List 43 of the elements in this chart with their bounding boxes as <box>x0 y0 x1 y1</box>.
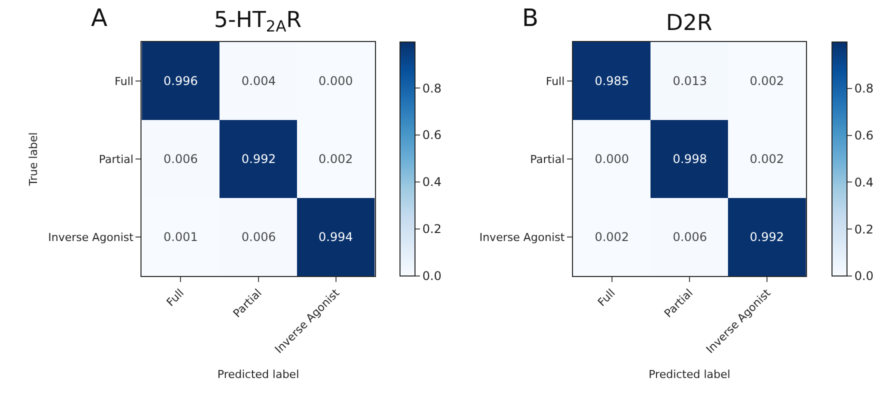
x-axis-title: Predicted label <box>648 368 730 382</box>
data-label: 0.013 <box>672 74 708 88</box>
data-label: 0.992 <box>242 152 276 166</box>
data-label: 0.000 <box>594 152 630 166</box>
color-bar-label: 0.0 <box>422 269 442 284</box>
chart-title: D2R <box>666 11 712 36</box>
data-label: 0.985 <box>594 74 630 88</box>
text: A <box>91 4 108 32</box>
data-label: 0.002 <box>318 152 353 166</box>
y-tick-label: Full <box>114 74 134 88</box>
y-tick-label: Inverse Agonist <box>479 230 566 244</box>
color-bar-label: 0.4 <box>422 175 442 190</box>
data-label: 0.001 <box>164 230 198 244</box>
data-label: 0.002 <box>594 230 630 244</box>
x-axis-title: Predicted label <box>217 368 300 382</box>
data-label: 0.000 <box>318 74 353 88</box>
color-bar-label: 0.6 <box>422 128 442 142</box>
y-tick-label: Partial <box>530 152 565 166</box>
chart-title: 5-HT$_{2A}$R <box>214 8 302 36</box>
color-bar-label: 0.8 <box>422 81 442 96</box>
y-tick-label: Inverse Agonist <box>48 230 134 244</box>
text: B <box>522 4 538 32</box>
x-tick-label: Full <box>595 286 618 310</box>
data-label: 0.006 <box>242 230 276 244</box>
data-label: 0.996 <box>164 74 198 88</box>
data-label: 0.006 <box>164 152 198 166</box>
color-bar-label: 0.8 <box>854 82 874 96</box>
data-label: 0.992 <box>750 230 784 244</box>
data-label: 0.006 <box>672 230 708 244</box>
data-label: 0.002 <box>750 74 784 88</box>
data-label: 0.998 <box>672 152 708 166</box>
color-bar-label: 0.2 <box>422 222 442 236</box>
data-label: 0.994 <box>318 230 353 244</box>
data-label: 0.004 <box>242 74 276 88</box>
y-tick-label: Partial <box>98 152 134 166</box>
color-bar-label: 0.4 <box>854 175 874 190</box>
color-bar-label: 0.2 <box>854 222 874 236</box>
y-tick-label: Full <box>546 74 565 88</box>
data-label: 0.002 <box>750 152 784 166</box>
color-bar-label: 0.6 <box>854 128 874 143</box>
color-bar-label: 0.0 <box>854 269 874 284</box>
y-axis-title: True label <box>26 132 40 187</box>
x-tick-label: Full <box>164 286 187 310</box>
